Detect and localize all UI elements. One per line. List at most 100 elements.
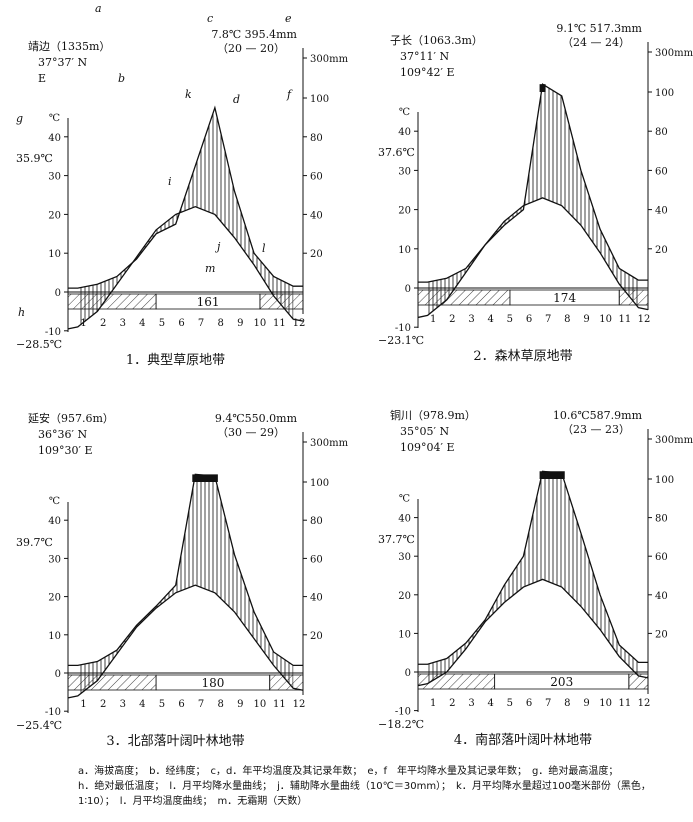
month-label: 6 [178, 699, 184, 710]
month-label: 4 [487, 698, 493, 709]
temp-tick-label: -10 [395, 323, 411, 334]
precip-tick-label: 100 [310, 478, 329, 489]
station-latitude: 35°05′ N [400, 425, 449, 438]
frost-free-days: 161 [197, 295, 220, 309]
month-label: 10 [599, 698, 612, 709]
precip-tick-label: 80 [310, 516, 323, 527]
month-label: 3 [468, 698, 474, 709]
month-label: 7 [545, 314, 551, 325]
temp-tick-label: 30 [398, 166, 411, 177]
month-label: 3 [120, 699, 126, 710]
precip-tick-label: 20 [655, 629, 668, 640]
temp-tick-label: 40 [398, 127, 411, 138]
temp-unit: ℃ [49, 496, 60, 507]
month-label: 8 [564, 314, 570, 325]
precip-tick-label: 100 [310, 94, 329, 105]
legend-line-3: 1∶10）； l．月平均温度曲线； m．无霜期（天数） [78, 796, 308, 807]
annotation-letter-l: l [262, 242, 266, 255]
temp-curve [417, 578, 649, 687]
month-label: 12 [638, 698, 651, 709]
legend-line-1: a．海拔高度； b．经纬度； c，d．年平均温度及其记录年数； e，f 年平均降… [78, 766, 619, 777]
month-label: 5 [159, 318, 165, 329]
month-label: 12 [638, 314, 651, 325]
annual-summary: 9.1℃ 517.3mm [556, 22, 642, 35]
month-label: 4 [139, 699, 145, 710]
humid-period-hatch [77, 474, 294, 696]
abs-min-temp: −18.2℃ [378, 718, 424, 731]
station-longitude: 109°30′ E [38, 444, 93, 457]
station-longitude: E [38, 72, 46, 85]
precip-tick-label: 40 [310, 210, 323, 221]
frost-free-days: 180 [201, 676, 224, 690]
temp-tick-label: 0 [55, 288, 61, 299]
temp-tick-label: 0 [405, 284, 411, 295]
month-label: 5 [507, 698, 513, 709]
month-label: 5 [159, 699, 165, 710]
month-label: 8 [217, 318, 223, 329]
precip-tick-label: 20 [655, 245, 668, 256]
record-years: （23 — 23） [562, 423, 630, 436]
precip-tick-label: 300mm [655, 435, 693, 446]
temp-tick-label: 20 [48, 210, 61, 221]
precip-tick-label: 80 [655, 514, 668, 525]
precip-tick-label: 40 [655, 206, 668, 217]
month-label: 4 [487, 314, 493, 325]
month-label: 10 [599, 314, 612, 325]
frost-bar-left [67, 293, 157, 310]
record-years: （24 — 24） [562, 36, 630, 49]
month-label: 9 [237, 318, 243, 329]
annual-summary: 7.8℃ 395.4mm [211, 28, 297, 41]
month-label: 5 [507, 314, 513, 325]
month-label: 9 [583, 698, 589, 709]
temp-curve [67, 205, 304, 330]
precip-tick-label: 80 [655, 127, 668, 138]
abs-min-temp: −25.4℃ [16, 719, 62, 732]
month-label: 4 [139, 318, 145, 329]
month-label: 8 [564, 698, 570, 709]
abs-max-temp: 39.7℃ [16, 536, 53, 549]
annotation-letter-h: h [18, 306, 25, 319]
temp-tick-label: 10 [398, 245, 411, 256]
humid-period-hatch [427, 84, 639, 316]
annual-summary: 10.6℃587.9mm [553, 409, 643, 422]
annotation-letter-j: j [214, 240, 221, 253]
precip-tick-label: 300mm [310, 438, 349, 449]
station-name: 子长（1063.3m） [390, 34, 483, 47]
precip-tick-label: 60 [310, 172, 323, 183]
annotation-letter-d: d [233, 93, 240, 106]
frost-bar-right [618, 289, 649, 306]
temp-tick-label: 10 [48, 631, 61, 642]
legend-block: a．海拔高度； b．经纬度； c，d．年平均温度及其记录年数； e，f 年平均降… [78, 764, 678, 809]
panel-caption: 4．南部落叶阔叶林地带 [454, 732, 592, 748]
month-label: 2 [100, 699, 106, 710]
month-label: 1 [430, 314, 436, 325]
month-label: 12 [293, 318, 306, 329]
frost-bar-right [628, 673, 649, 690]
precip-tick-label: 80 [310, 133, 323, 144]
month-label: 10 [253, 699, 266, 710]
station-latitude: 37°37′ N [38, 56, 87, 69]
station-name: 靖边（1335m） [28, 40, 110, 53]
month-label: 1 [430, 698, 436, 709]
precip-tick-label: 40 [310, 593, 323, 604]
panel-caption: 3．北部落叶阔叶林地带 [106, 734, 244, 749]
month-label: 6 [526, 314, 532, 325]
month-label: 10 [253, 318, 266, 329]
month-label: 11 [273, 699, 286, 710]
frost-bar-left [417, 673, 496, 690]
precip-tick-label: 60 [655, 552, 668, 563]
temp-tick-label: 40 [48, 133, 61, 144]
temp-tick-label: 30 [48, 172, 61, 183]
frost-bar-right [259, 293, 304, 310]
station-longitude: 109°42′ E [400, 66, 455, 79]
precip-curve [418, 470, 648, 665]
month-label: 2 [449, 314, 455, 325]
temp-unit: ℃ [49, 113, 60, 124]
month-label: 9 [583, 314, 589, 325]
month-label: 1 [80, 699, 86, 710]
frost-free-days: 203 [550, 675, 573, 689]
frost-free-days: 174 [553, 291, 576, 305]
month-label: 1 [80, 318, 86, 329]
